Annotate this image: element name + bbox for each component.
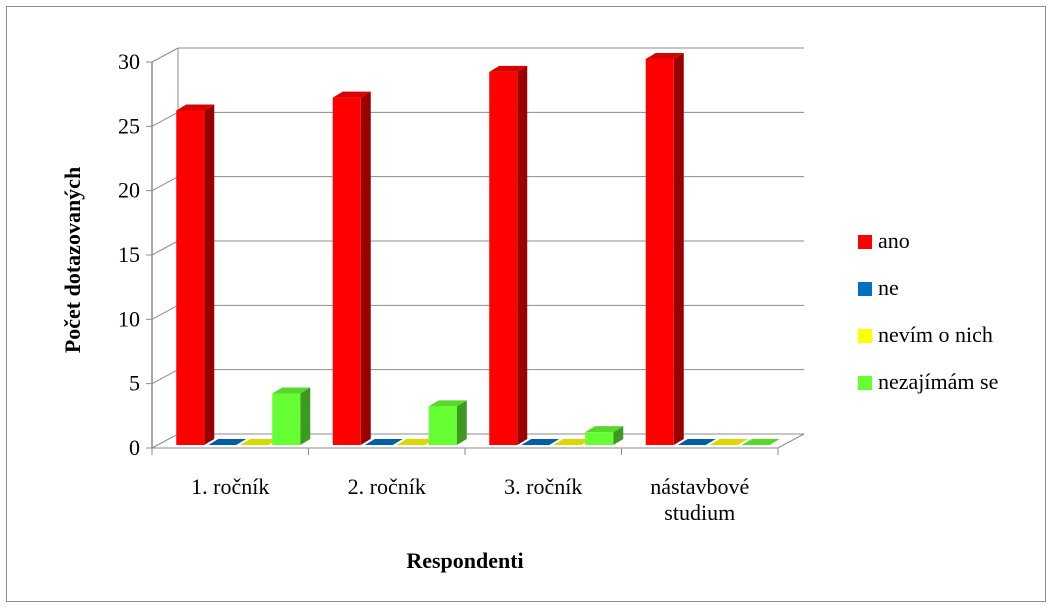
bar-top: [645, 53, 684, 59]
chart-walls: [151, 48, 805, 449]
y-tick-label: 15: [118, 242, 140, 267]
legend-swatch: [858, 329, 872, 343]
bar-ano-0: [176, 104, 215, 445]
legend-label: nezajímám se: [878, 369, 998, 394]
legend-swatch: [858, 282, 872, 296]
bar-top: [240, 439, 279, 445]
bars: [176, 53, 780, 445]
bar-front: [428, 406, 457, 445]
gridline-depth: [151, 111, 179, 127]
bar-top: [709, 439, 748, 445]
y-tick-label: 30: [118, 49, 140, 74]
bar-nezajímám-se-1: [428, 400, 467, 445]
bar-ne-3: [677, 439, 716, 445]
y-tick-label: 10: [118, 306, 140, 331]
bar-front: [272, 393, 301, 445]
gridline-depth: [151, 240, 179, 256]
bar-front: [489, 71, 518, 445]
bar-ne-0: [208, 439, 247, 445]
y-tick-label: 20: [118, 178, 140, 203]
bar-side: [613, 426, 624, 445]
legend-item: nezajímám se: [858, 369, 998, 394]
bar-side: [360, 91, 371, 445]
bar-front: [176, 110, 205, 445]
legend-item: nevím o nich: [858, 322, 993, 347]
y-axis-ticks: 0 5 10 15 20 25 30: [118, 49, 152, 460]
legend-swatch: [858, 376, 872, 390]
gridline-depth: [151, 369, 179, 385]
y-axis-title: Počet dotazovaných: [60, 167, 85, 353]
bar-side: [204, 104, 215, 445]
legend: ano ne nevím o nich nezajímám se: [858, 228, 998, 394]
x-tick-label: 2. ročník: [348, 474, 426, 499]
bar-front: [332, 97, 361, 445]
bar-top: [521, 439, 560, 445]
bar-ano-2: [489, 65, 528, 445]
floor-plane: [151, 433, 805, 449]
bar-side: [673, 53, 684, 445]
legend-item: ano: [858, 228, 910, 253]
bar-side: [300, 387, 311, 445]
gridline-depth: [151, 304, 179, 320]
bar-ne-2: [521, 439, 560, 445]
y-tick-label: 25: [118, 113, 140, 138]
x-tick-label: 1. ročník: [191, 474, 269, 499]
bar-side: [517, 65, 528, 445]
bar-top: [489, 65, 528, 72]
bar-top: [332, 91, 371, 98]
bar-nevím-o-nich-0: [240, 439, 279, 445]
bar-top: [396, 439, 435, 445]
x-tick-label: nástavbové studium: [650, 474, 749, 525]
bar-top: [208, 439, 247, 445]
bar-top: [553, 439, 592, 445]
bar-top: [585, 426, 624, 433]
bar-nevím-o-nich-3: [709, 439, 748, 445]
gridline-depth: [151, 176, 179, 192]
bar-top: [176, 104, 215, 111]
bar-nevím-o-nich-1: [396, 439, 435, 445]
bar-top: [677, 439, 716, 445]
x-axis-title: Respondenti: [406, 548, 523, 573]
bar-ne-1: [364, 439, 403, 445]
bar-nezajímám-se-2: [585, 426, 624, 445]
y-tick-label: 5: [129, 371, 140, 396]
bar-ano-1: [332, 91, 371, 445]
gridline-depth: [151, 47, 179, 63]
x-tick-label: 3. ročník: [504, 474, 582, 499]
bar-nezajímám-se-0: [272, 387, 311, 445]
legend-label: nevím o nich: [878, 322, 993, 347]
legend-item: ne: [858, 275, 899, 300]
bar-nevím-o-nich-2: [553, 439, 592, 445]
legend-swatch: [858, 235, 872, 249]
bar-side: [456, 400, 467, 445]
bar-nezajímám-se-3: [741, 439, 780, 445]
bar-front: [645, 59, 674, 445]
bar-top: [272, 387, 311, 394]
legend-label: ano: [878, 228, 910, 253]
bar-front: [585, 432, 614, 445]
y-tick-label: 0: [129, 435, 140, 460]
bar-top: [741, 439, 780, 445]
bar-top: [364, 439, 403, 445]
legend-label: ne: [878, 275, 899, 300]
x-axis-ticks: 1. ročník 2. ročník 3. ročník nástavbové stu…: [151, 448, 779, 525]
gridlines: [151, 47, 804, 385]
bar-top: [428, 400, 467, 407]
bar-ano-3: [645, 53, 684, 445]
